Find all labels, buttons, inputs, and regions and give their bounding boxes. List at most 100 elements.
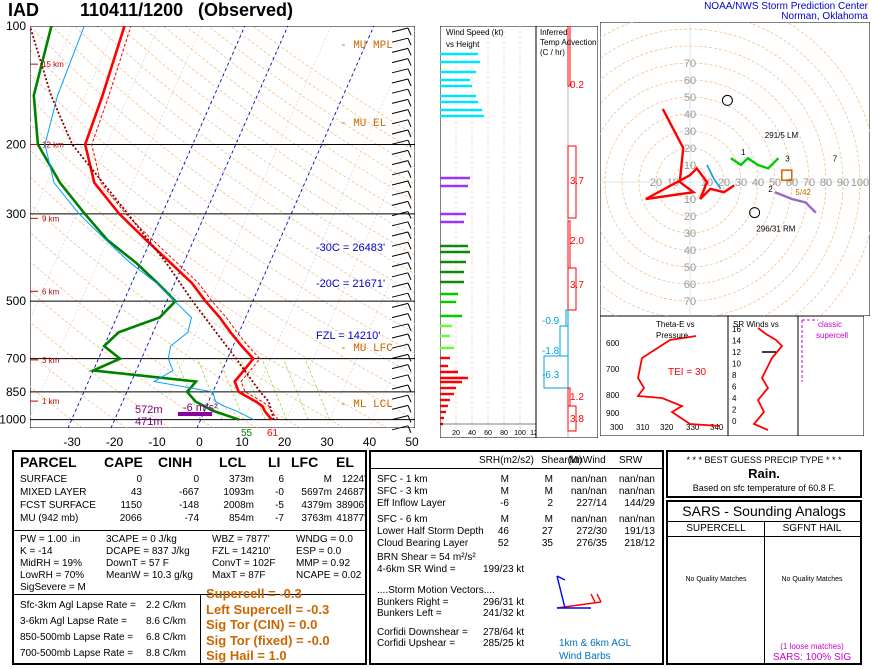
adv-value: 3.7: [570, 280, 584, 291]
parcel-cell: 24687': [336, 487, 366, 498]
parcel-cell: 4379m: [301, 500, 332, 511]
parcel-cell: 38906': [336, 500, 366, 511]
parcel-trace: [30, 26, 275, 420]
wind-x-tick: 20: [452, 430, 460, 437]
wind-barb-flag: [407, 180, 412, 189]
sr-wind-label: 4-6km SR Wind =: [377, 564, 456, 575]
adv-value: 3.8: [570, 414, 584, 425]
wind-panel-title: Wind Speed (kt): [446, 28, 504, 37]
dewpoint-line: [32, 26, 240, 421]
wind-x-tick: 60: [484, 430, 492, 437]
kinematics-cell: SFC - 6 km: [377, 514, 428, 525]
dry-adiabat: [30, 149, 415, 420]
mixing-line: [218, 358, 244, 420]
kinematics-cell: 227/14: [576, 498, 607, 509]
storm-motion-title: ....Storm Motion Vectors....: [377, 585, 495, 596]
srw-y-tick: 8: [732, 371, 737, 380]
barbs-caption-1: 1km & 6km AGL: [559, 638, 632, 649]
composite-index: Supercell = -0.3: [206, 586, 302, 601]
wind-barb-shaft: [391, 221, 409, 227]
parcel-cell: FCST SURFACE: [20, 500, 96, 511]
height-label: 9 km: [42, 214, 60, 223]
index-value: LowRH = 70%: [20, 570, 85, 581]
temperature-line: [83, 26, 273, 421]
kinematics-cell: 46: [497, 526, 509, 537]
sars-panel: SARS - Sounding Analogs SUPERCELL SGFNT …: [666, 500, 862, 665]
eff-layer-srh: -6 m²s²: [183, 402, 218, 414]
wind-barb-shaft: [391, 88, 409, 94]
mu-el-label: - MU EL: [340, 118, 387, 130]
srw-y-tick: 14: [732, 337, 741, 346]
wind-barb-flag: [407, 68, 412, 76]
hdr-lcl: LCL: [219, 454, 247, 470]
index-value: 3CAPE = 0 J/kg: [106, 534, 177, 545]
wind-barb-shaft: [391, 68, 409, 74]
wind-barb-shaft: [391, 313, 409, 319]
kinematics-cell: M: [500, 514, 509, 525]
wind-barb-shaft: [391, 170, 409, 176]
hodo-trace-low: [645, 108, 735, 201]
dry-adiabat: [30, 231, 301, 428]
kinematics-cell: M: [500, 474, 509, 485]
isotherm: [368, 322, 415, 428]
temp-tick: 30: [320, 435, 334, 449]
wind-barb-shaft: [391, 200, 409, 206]
wind-barb-shaft: [391, 302, 409, 308]
sars-nomatch-hail: No Quality Matches: [781, 576, 843, 583]
sr-winds-chart: 16 14 12 10 8 6 4 2 0: [728, 316, 798, 436]
ml-lcl-label: - ML LCL: [340, 399, 393, 411]
wind-barb-flag: [407, 38, 412, 46]
kinematics-panel: SRH(m2/s2) Shear(kt) MnWind SRW SFC - 1 …: [369, 450, 664, 665]
isotherm-m20-label: -20C = 21671': [316, 278, 386, 290]
hodo-rm-label: 296/31 RM: [756, 224, 795, 233]
hodo-height-pt: 2: [768, 185, 773, 194]
classic-title: classic: [818, 320, 843, 329]
hodo-y-label: 10: [684, 194, 696, 206]
bunkers-left-value: 241/32 kt: [483, 608, 525, 619]
wind-barb-flag: [407, 262, 412, 270]
lapse-rate-label: 3-6km Agl Lapse Rate =: [20, 616, 128, 627]
wind-barb-shaft: [391, 251, 409, 257]
indices-divider: [14, 594, 365, 595]
wind-x-tick: 40: [468, 430, 476, 437]
composite-index: Sig Hail = 1.0: [206, 648, 287, 663]
kinematics-cell: 52: [497, 538, 509, 549]
srw-y-tick: 2: [732, 406, 737, 415]
mixing-line: [304, 358, 330, 420]
mixing-line: [240, 358, 266, 420]
pressure-tick: 300: [6, 207, 26, 221]
wind-barb-flag: [407, 231, 412, 240]
srw-profile: [752, 327, 784, 431]
parcel-cell: 854m: [228, 513, 254, 524]
eff-layer-top: 572m: [135, 404, 163, 416]
hodo-lm-marker: [721, 94, 733, 106]
kinematics-cell: Cloud Bearing Layer: [377, 538, 469, 549]
wind-barb-flag: [407, 395, 412, 403]
index-value: DownT = 57 F: [106, 558, 169, 569]
index-value: MeanW = 10.3 g/kg: [106, 570, 193, 581]
index-value: MidRH = 19%: [20, 558, 82, 569]
bottom-label-b: 61: [267, 428, 279, 439]
dry-adiabat: [30, 176, 389, 428]
wind-barb-flag: [407, 272, 412, 280]
lapse-rate-value: 8.6 C/km: [146, 616, 187, 627]
wind-barb-shaft: [391, 353, 409, 359]
wind-barb-flag: [407, 293, 412, 301]
kinematics-cell: M: [544, 474, 553, 485]
wind-barb-shaft: [391, 190, 409, 196]
hodo-y-label: 50: [684, 92, 696, 104]
hdr-lfc: LFC: [291, 454, 319, 470]
height-label: 15 km: [42, 60, 64, 69]
isotherm: [30, 26, 160, 320]
sars-col-hail: SGFNT HAIL: [782, 523, 842, 534]
hodo-y-label: 60: [684, 279, 696, 291]
freezing-isotherm: [196, 26, 375, 428]
wind-barb-flag: [407, 282, 412, 291]
hodo-height-pt: 1: [741, 148, 746, 157]
wind-barb-flag: [407, 242, 412, 250]
hdr-cinh: CINH: [158, 454, 193, 470]
srw-y-tick: 6: [732, 383, 737, 392]
kin-header-divider: [371, 468, 662, 469]
kinematics-cell: Lower Half Storm Depth: [377, 526, 484, 537]
